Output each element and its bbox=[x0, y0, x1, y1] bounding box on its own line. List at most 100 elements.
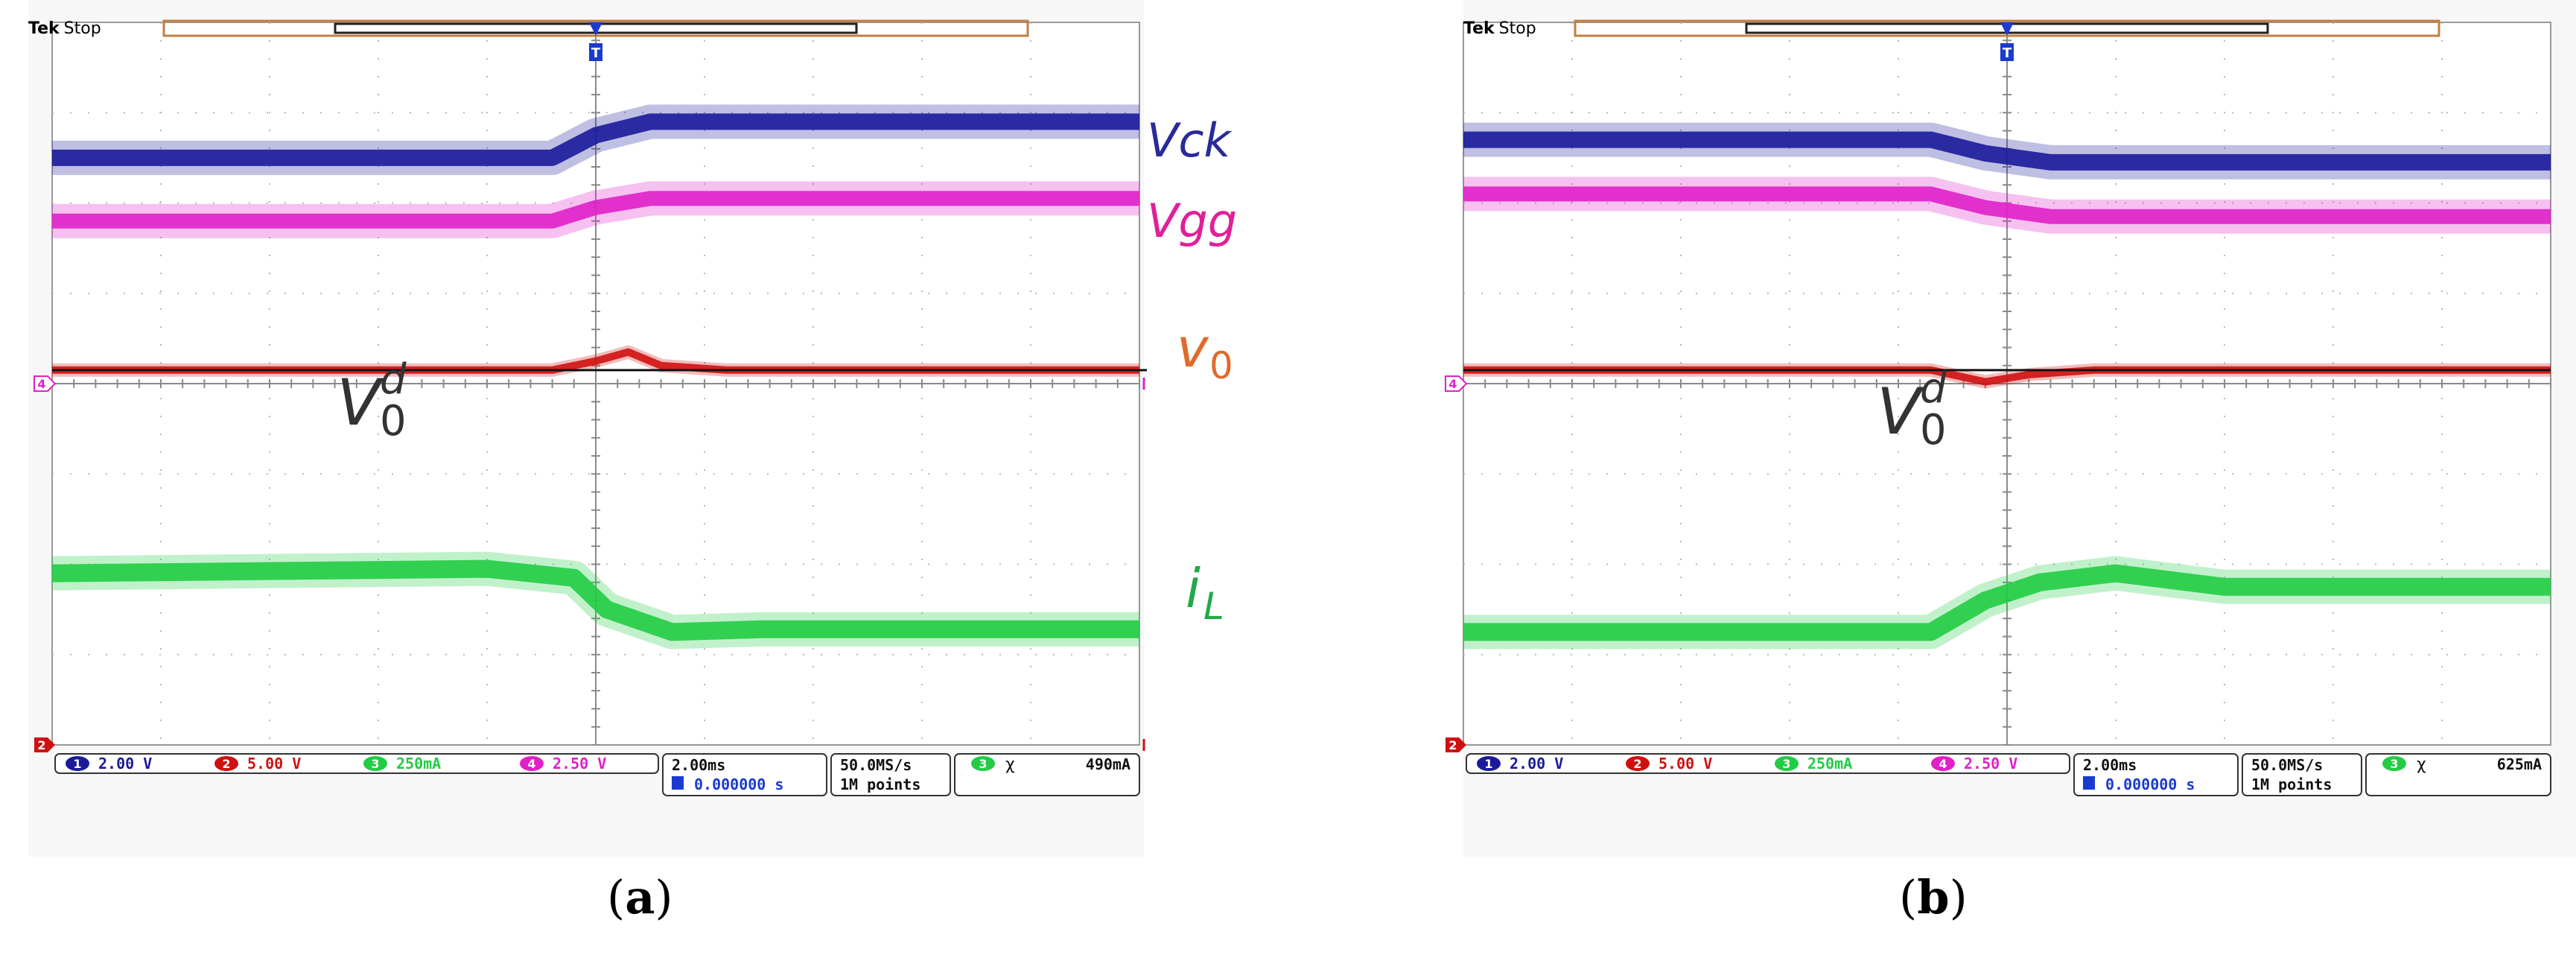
subfigure-label-b: (b) bbox=[1899, 870, 1968, 924]
v0d-label-subscript: 0 bbox=[1920, 406, 1947, 454]
trigger-marker: T bbox=[2000, 22, 2014, 61]
trace-vgg bbox=[1463, 186, 2551, 224]
scope-info-bar: 1 2.00 V 2 5.00 V 3 250mA 4 2.50 V 2.00ms0.00000… bbox=[54, 753, 1140, 796]
channel-2-number: 2 bbox=[222, 757, 230, 771]
channel-1-number: 1 bbox=[73, 757, 81, 771]
channel-3-scale: 3 250mA bbox=[363, 755, 441, 772]
acquisition-box bbox=[2242, 753, 2362, 796]
channel-2-marker-label: 2 bbox=[37, 738, 45, 752]
channel-2-scale-value: 5.00 V bbox=[1659, 755, 1712, 772]
channel-3-number: 3 bbox=[1782, 757, 1790, 771]
channel-3-number: 3 bbox=[371, 757, 379, 771]
channel-4-scale: 4 2.50 V bbox=[520, 755, 606, 772]
timebase-box bbox=[2073, 753, 2239, 796]
timebase-value: 2.00ms bbox=[672, 756, 725, 774]
channel-1-number: 1 bbox=[1484, 757, 1492, 771]
channel-2-marker: 2 bbox=[34, 737, 55, 752]
run-state-label: Stop bbox=[1498, 19, 1536, 38]
channel-1-scale-value: 2.00 V bbox=[1510, 755, 1563, 772]
trigger-box bbox=[589, 43, 602, 61]
channel-scale-box bbox=[1466, 753, 2070, 774]
channel-4-scale: 4 2.50 V bbox=[1931, 755, 2017, 772]
measurement-channel-number: 3 bbox=[979, 757, 987, 771]
v0-label: v bbox=[1177, 317, 1209, 379]
channel-2-scale: 2 5.00 V bbox=[1626, 755, 1712, 772]
trigger-label: T bbox=[2003, 45, 2012, 61]
measurement-symbol-icon: χ bbox=[2417, 755, 2426, 774]
channel-2-badge bbox=[1626, 756, 1650, 771]
v0d-label: V bbox=[337, 366, 384, 440]
trace-vgg bbox=[52, 191, 1139, 229]
channel-4-marker-shape bbox=[1445, 375, 1468, 392]
timebase-box bbox=[662, 753, 827, 796]
channel-1-scale: 1 2.00 V bbox=[66, 755, 152, 772]
channel-1-scale: 1 2.00 V bbox=[1477, 755, 1563, 772]
v0d-label-superscript: d bbox=[380, 355, 407, 404]
record-length-value: 1M points bbox=[840, 775, 920, 793]
sample-rate-value: 50.0MS/s bbox=[840, 756, 912, 774]
channel-4-badge bbox=[520, 756, 544, 771]
channel-4-number: 4 bbox=[1939, 757, 1947, 771]
run-state-label: Stop bbox=[63, 19, 101, 38]
channel-4-marker: 4 bbox=[1445, 375, 1468, 392]
channel-3-scale: 3 250mA bbox=[1775, 755, 1852, 772]
v0d-label: V bbox=[1877, 375, 1924, 449]
trigger-arrow bbox=[589, 22, 602, 36]
trigger-arrow bbox=[2000, 22, 2014, 36]
il-label-subscript: L bbox=[1203, 585, 1224, 628]
trigger-position-icon bbox=[672, 776, 684, 790]
measurement-symbol-icon: χ bbox=[1005, 755, 1015, 774]
axis-ticks bbox=[1463, 22, 2551, 746]
measurement-value: 625mA bbox=[2497, 755, 2542, 773]
channel-4-marker-shape bbox=[34, 375, 57, 392]
measurement-channel-badge bbox=[971, 756, 995, 771]
channel-2-badge bbox=[214, 756, 238, 771]
channel-3-scale-value: 250mA bbox=[396, 755, 441, 772]
subfigure-label-a: (a) bbox=[607, 870, 673, 924]
measurement-value: 490mA bbox=[1086, 755, 1130, 773]
vck-label: Vck bbox=[1147, 113, 1233, 168]
panel-a: T 4 2 1 2.00 V 2 5.00 V 3 250mA 4 2.50 V 2.00ms 0.00… bbox=[0, 0, 1266, 955]
sample-rate-value: 50.0MS/s bbox=[2251, 756, 2323, 774]
channel-4-badge bbox=[1931, 756, 1955, 771]
channel-2-number: 2 bbox=[1633, 757, 1641, 771]
channel-1-badge bbox=[66, 756, 89, 771]
trace-vck bbox=[52, 113, 1139, 166]
channel-4-scale-value: 2.50 V bbox=[1964, 755, 2017, 772]
acquisition-box bbox=[830, 753, 951, 796]
measurement-box bbox=[954, 753, 1140, 796]
measurement-channel-number: 3 bbox=[2390, 757, 2398, 771]
channel-2-scale-value: 5.00 V bbox=[247, 755, 301, 772]
trigger-box bbox=[2000, 43, 2014, 61]
brand-label: Tek bbox=[1463, 19, 1495, 38]
v0d-label-superscript: d bbox=[1920, 364, 1947, 413]
channel-4-marker-label: 4 bbox=[37, 377, 45, 391]
channel-3-badge bbox=[363, 756, 387, 771]
channel-4-number: 4 bbox=[527, 757, 535, 771]
trigger-position-value: 0.000000 s bbox=[2105, 775, 2195, 793]
vgg-label: Vgg bbox=[1147, 194, 1237, 248]
channel-2-marker-label: 2 bbox=[1448, 738, 1457, 752]
trigger-marker: T bbox=[589, 22, 602, 61]
measurement-box bbox=[2365, 753, 2551, 796]
channel-1-scale-value: 2.00 V bbox=[98, 755, 152, 772]
scope-status-b: Tek Stop bbox=[1463, 19, 1536, 38]
channel-4-marker-label: 4 bbox=[1448, 377, 1457, 391]
panel-b: T 4 2 1 2.00 V 2 5.00 V 3 250mA 4 2.50 V 2.00ms 0.00… bbox=[1415, 0, 2576, 955]
v0d-label-subscript: 0 bbox=[380, 397, 407, 445]
trace-vck bbox=[1463, 131, 2551, 171]
trigger-position-icon bbox=[2083, 776, 2095, 790]
trigger-position-value: 0.000000 s bbox=[694, 775, 783, 793]
scope-status-a: Tek Stop bbox=[28, 19, 101, 38]
scope-plot-b: T 4 2 1 2.00 V 2 5.00 V 3 250mA 4 2.50 V 2.00ms0.00… bbox=[1445, 19, 2551, 796]
trace-il bbox=[51, 559, 1139, 641]
channel-1-badge bbox=[1477, 756, 1501, 771]
trigger-label: T bbox=[591, 45, 601, 61]
brand-label: Tek bbox=[28, 19, 60, 38]
channel-2-marker-shape bbox=[34, 737, 55, 752]
channel-4-scale-value: 2.50 V bbox=[553, 755, 606, 772]
measurement-channel-badge bbox=[2382, 756, 2406, 771]
channel-scale-box bbox=[54, 753, 659, 774]
